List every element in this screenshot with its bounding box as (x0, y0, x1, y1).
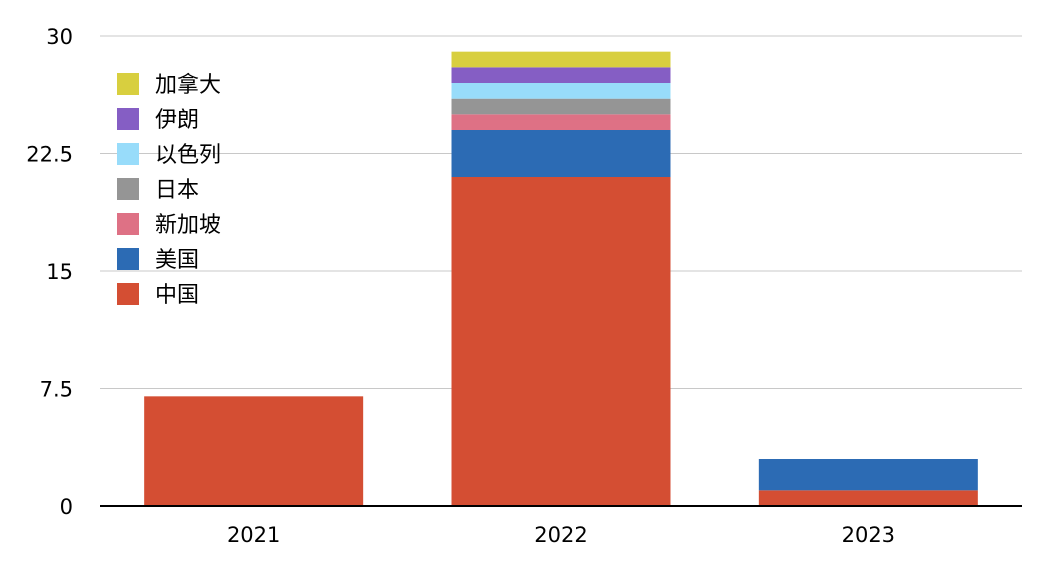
legend-item: 以色列 (117, 143, 221, 168)
y-tick-label: 7.5 (40, 378, 73, 402)
x-tick-label: 2022 (534, 523, 587, 547)
legend-item: 新加坡 (117, 213, 221, 238)
x-tick-label: 2021 (227, 523, 280, 547)
legend-label: 中国 (155, 283, 199, 308)
y-tick-label: 0 (60, 495, 73, 519)
legend-item: 中国 (117, 283, 199, 308)
bar-segment-2023-中国 (758, 490, 978, 506)
bar-segment-2022-以色列 (451, 83, 671, 99)
legend-swatch (117, 73, 139, 95)
legend-item: 美国 (117, 248, 199, 273)
bar-segment-2022-中国 (451, 177, 671, 506)
bar-segment-2023-美国 (758, 459, 978, 491)
y-tick-label: 15 (46, 260, 73, 284)
legend-item: 加拿大 (117, 72, 221, 98)
bar-segment-2022-日本 (451, 98, 671, 115)
legend-label: 美国 (155, 248, 199, 273)
legend-swatch (117, 178, 139, 200)
bar-segment-2022-加拿大 (451, 51, 671, 68)
y-tick-label: 30 (46, 25, 73, 49)
legend-swatch (117, 283, 139, 305)
legend-label: 伊朗 (155, 108, 199, 133)
legend-swatch (117, 213, 139, 235)
legend-swatch (117, 108, 139, 130)
legend-swatch (117, 248, 139, 270)
bar-segment-2022-美国 (451, 130, 671, 177)
legend-label: 日本 (155, 178, 199, 203)
y-tick-label: 22.5 (26, 143, 73, 167)
legend-label: 加拿大 (155, 72, 221, 98)
legend-label: 以色列 (155, 143, 221, 168)
bar-segment-2022-伊朗 (451, 67, 671, 83)
x-tick-label: 2023 (842, 523, 895, 547)
legend-item: 日本 (117, 178, 199, 203)
bar-segment-2022-新加坡 (451, 114, 671, 130)
legend-swatch (117, 143, 139, 165)
legend-label: 新加坡 (155, 213, 221, 238)
legend-item: 伊朗 (117, 108, 199, 133)
bar-segment-2021-中国 (144, 396, 364, 506)
